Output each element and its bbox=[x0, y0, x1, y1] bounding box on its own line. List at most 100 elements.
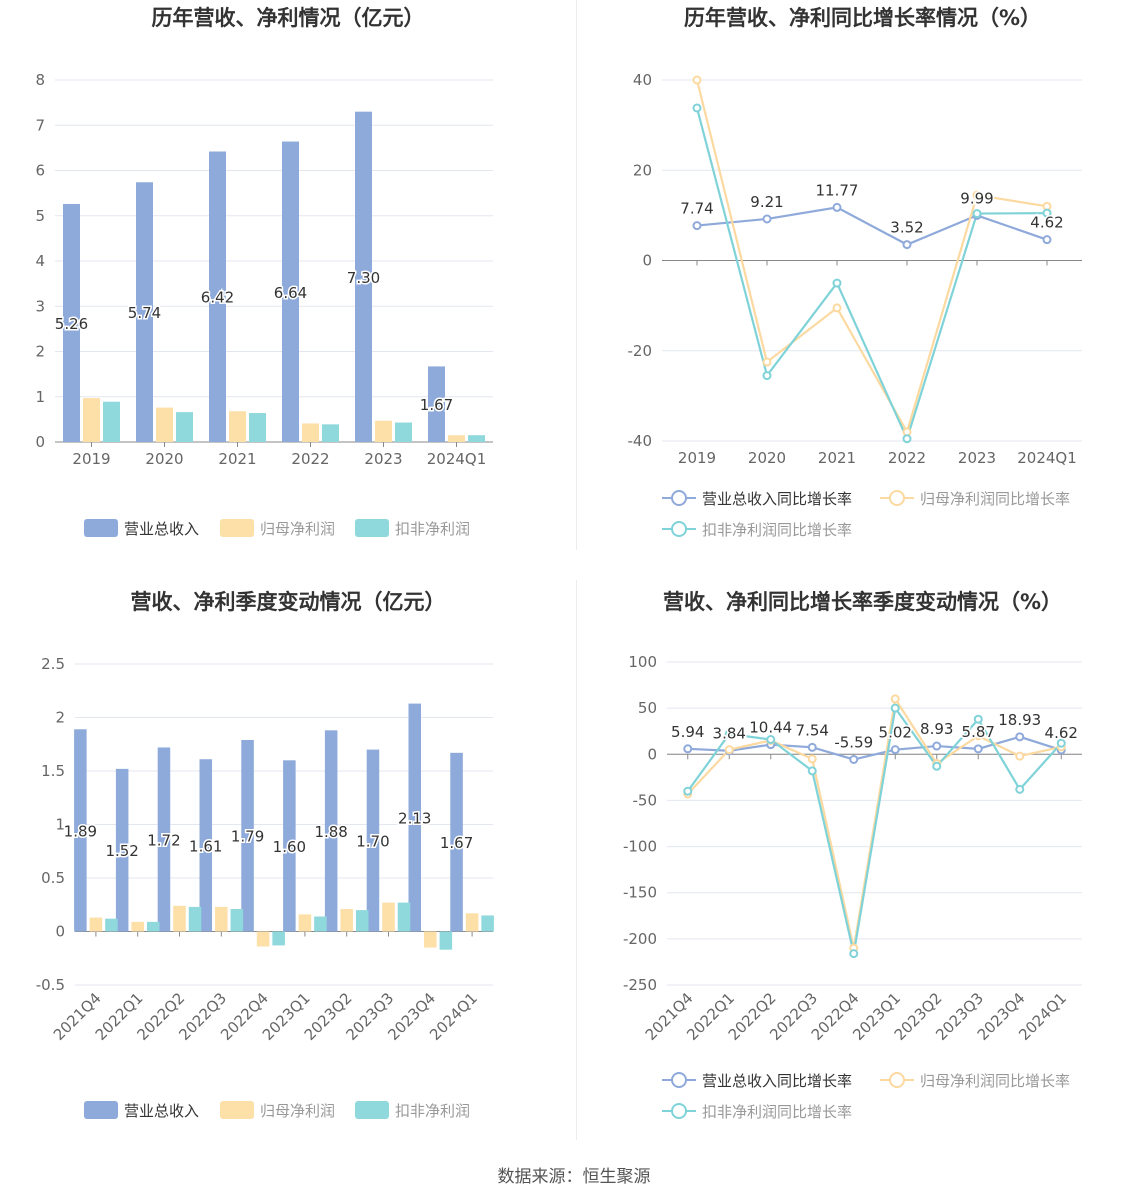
panel-quarterly-growth: 营收、净利同比增长率季度变动情况（%） -250 -200 -150 -100 -50 0… bbox=[577, 580, 1148, 1150]
bar-revenue bbox=[199, 759, 213, 932]
bar-deducted bbox=[439, 931, 453, 950]
bar-deducted bbox=[272, 931, 285, 946]
bar-revenue bbox=[283, 760, 296, 932]
bar-netprofit bbox=[340, 909, 353, 932]
point-revenue bbox=[902, 240, 912, 250]
point-revenue bbox=[832, 202, 842, 212]
chart-annual-growth: -40 -20 0 20 40 2019 2020 2021 2022 2023 2024Q1 7.7… bbox=[628, 71, 1082, 539]
x-tick-label: 2019 bbox=[678, 449, 716, 467]
data-label: 5.94 bbox=[671, 723, 704, 741]
x-tick-label: 2021 bbox=[218, 450, 256, 468]
data-label: 1.79 bbox=[231, 828, 264, 846]
chart-title: 历年营收、净利情况（亿元） bbox=[151, 6, 425, 30]
legend-label-revenue: 营业总收入 bbox=[124, 520, 199, 538]
bar-deducted bbox=[468, 435, 485, 442]
line-deducted bbox=[695, 107, 1048, 442]
data-label: 7.54 bbox=[796, 721, 829, 739]
point-netprofit bbox=[692, 75, 702, 85]
data-label: 1.70 bbox=[356, 833, 389, 851]
bar-revenue bbox=[115, 768, 129, 932]
data-label: 1.89 bbox=[64, 822, 97, 840]
bar-deducted bbox=[146, 921, 160, 932]
legend-label-deducted: 扣非净利润 bbox=[395, 1102, 470, 1120]
chart-annual-amounts: 0 1 2 3 4 5 6 7 8 2019 2020 2021 2022 2023 2024Q1 5.26 5… bbox=[35, 71, 493, 538]
y-tick-label: 0.5 bbox=[41, 869, 65, 887]
legend-label-deducted: 扣非净利润同比增长率 bbox=[702, 521, 852, 539]
point-revenue bbox=[932, 741, 942, 751]
point-netprofit bbox=[972, 190, 982, 200]
y-tick-label: 0 bbox=[35, 433, 45, 451]
point-deducted bbox=[1015, 784, 1025, 794]
bar-deducted bbox=[249, 413, 266, 442]
data-label: -5.59 bbox=[834, 733, 873, 751]
bar-netprofit bbox=[424, 931, 437, 948]
y-tick-label: -200 bbox=[623, 930, 657, 948]
data-label: 9.21 bbox=[750, 193, 783, 211]
point-deducted bbox=[849, 949, 859, 959]
line-deducted bbox=[686, 705, 1063, 954]
data-label: 7.74 bbox=[680, 200, 713, 218]
legend-marker-revenue bbox=[671, 490, 687, 506]
y-tick-label: 6 bbox=[35, 162, 45, 180]
point-netprofit bbox=[762, 357, 772, 367]
point-deducted bbox=[766, 735, 776, 745]
x-tick-label: 2024Q1 bbox=[1017, 449, 1077, 467]
bar-revenue bbox=[157, 747, 171, 932]
data-label: 4.62 bbox=[1030, 214, 1063, 232]
bar-netprofit bbox=[215, 906, 228, 932]
bar-deducted bbox=[397, 902, 411, 932]
x-tick-label: 2023 bbox=[364, 450, 402, 468]
bar-netprofit bbox=[256, 931, 270, 947]
legend-marker-deducted bbox=[671, 1103, 687, 1119]
panel-quarterly-amounts: 营收、净利季度变动情况（亿元） -0.5 0 0.5 1 1.5 2 2.5 2021Q4 20… bbox=[0, 580, 576, 1150]
bar-revenue bbox=[282, 141, 299, 443]
y-tick-label: 2 bbox=[35, 343, 45, 361]
legend-label-netprofit: 归母净利润 bbox=[260, 520, 335, 538]
bar-netprofit bbox=[89, 917, 103, 932]
panel-annual-amounts: 历年营收、净利情况（亿元） 0 1 2 3 4 5 6 7 8 2019 2020 2021 2022 2… bbox=[0, 0, 576, 560]
line-netprofit bbox=[686, 695, 1062, 949]
point-revenue bbox=[973, 744, 983, 754]
legend-marker-revenue bbox=[671, 1072, 687, 1088]
legend-label-revenue: 营业总收入同比增长率 bbox=[702, 490, 852, 508]
point-revenue bbox=[849, 754, 859, 764]
y-tick-label: -150 bbox=[623, 884, 657, 902]
point-netprofit bbox=[1015, 751, 1025, 761]
legend-label-revenue: 营业总收入 bbox=[124, 1102, 199, 1120]
y-tick-label: 1 bbox=[55, 816, 65, 834]
bar-deducted bbox=[188, 906, 202, 932]
x-tick-label: 2022 bbox=[888, 449, 926, 467]
legend-swatch-netprofit bbox=[220, 1101, 254, 1119]
data-label: 7.30 bbox=[347, 269, 380, 287]
legend-label-deducted: 扣非净利润 bbox=[395, 520, 470, 538]
point-revenue bbox=[890, 745, 900, 755]
data-label: 5.87 bbox=[962, 723, 995, 741]
data-label: 2.13 bbox=[398, 810, 431, 828]
bar-revenue bbox=[209, 151, 226, 442]
point-deducted bbox=[972, 209, 982, 219]
bar-netprofit bbox=[173, 905, 186, 932]
line-revenue bbox=[696, 206, 1048, 246]
data-label: 5.74 bbox=[128, 304, 161, 322]
bar-revenue bbox=[355, 111, 372, 443]
bar-deducted bbox=[105, 918, 118, 932]
panel-annual-growth: 历年营收、净利同比增长率情况（%） -40 -20 0 20 40 2019 2020 202… bbox=[577, 0, 1148, 560]
y-tick-label: 20 bbox=[633, 161, 652, 179]
legend-marker-netprofit bbox=[889, 1072, 905, 1088]
bar-revenue bbox=[366, 749, 380, 932]
y-tick-label: 8 bbox=[35, 71, 45, 89]
data-label: 18.93 bbox=[998, 711, 1041, 729]
divider-top bbox=[576, 0, 577, 550]
bar-revenue bbox=[450, 752, 463, 932]
y-tick-label: -0.5 bbox=[36, 976, 65, 994]
point-revenue bbox=[1015, 732, 1025, 742]
legend-label-netprofit: 归母净利润同比增长率 bbox=[920, 1072, 1070, 1090]
data-label: 1.52 bbox=[105, 842, 138, 860]
data-source: 数据来源：恒生聚源 bbox=[497, 1167, 651, 1187]
y-tick-label: 50 bbox=[638, 699, 657, 717]
y-tick-label: -50 bbox=[633, 791, 658, 809]
bar-revenue bbox=[324, 730, 338, 932]
point-deducted bbox=[890, 703, 900, 713]
bar-netprofit bbox=[229, 411, 246, 442]
legend-marker-deducted bbox=[671, 521, 687, 537]
